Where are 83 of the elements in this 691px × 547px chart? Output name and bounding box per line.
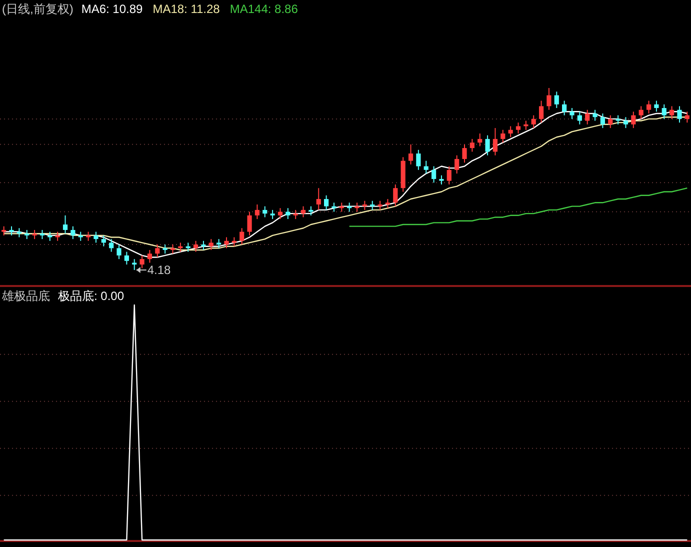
candlestick — [147, 249, 152, 264]
candlestick — [500, 129, 506, 144]
candlestick — [562, 100, 567, 116]
candlestick — [431, 166, 436, 184]
candlestick — [554, 91, 559, 109]
candlestick — [646, 100, 652, 114]
series-label: 极品底: 0.00 — [57, 289, 124, 303]
candlestick — [2, 226, 6, 236]
candlestick — [324, 194, 329, 210]
candlestick — [516, 122, 521, 134]
candlestick — [9, 226, 14, 236]
candlestick — [293, 209, 298, 220]
candlestick — [585, 109, 590, 125]
candlestick — [616, 114, 620, 125]
text: MA144: 8.86 — [230, 2, 298, 16]
candlestick — [270, 209, 275, 220]
candlestick — [439, 174, 444, 185]
candlestick — [638, 106, 644, 120]
candlestick — [531, 114, 536, 129]
candlestick — [546, 88, 552, 110]
candlestick — [124, 251, 129, 266]
candlestick — [570, 108, 574, 120]
candlestick — [24, 229, 30, 240]
chart-title: 雄极品底 — [1, 289, 50, 303]
candlestick — [286, 208, 290, 220]
text: MA18: 11.28 — [152, 2, 220, 16]
candlestick — [478, 133, 482, 147]
candlestick — [393, 184, 398, 207]
candlestick — [677, 106, 682, 124]
candlestick — [162, 244, 168, 254]
candlestick — [94, 231, 98, 244]
candlestick — [446, 166, 452, 185]
candlestick — [109, 238, 114, 252]
candlestick — [470, 138, 474, 152]
candlestick — [240, 228, 244, 246]
candlestick — [408, 144, 414, 165]
chart-title: (日线,前复权) — [2, 2, 74, 16]
text: MA6: 10.89 — [81, 2, 144, 16]
candlestick — [70, 226, 76, 240]
candlestick — [40, 229, 45, 240]
candlestick — [170, 244, 176, 254]
candlestick — [362, 200, 367, 210]
candlestick — [116, 244, 122, 260]
candlestick — [140, 254, 144, 269]
candlestick — [308, 206, 314, 216]
candlestick — [608, 114, 613, 129]
candlestick — [454, 154, 460, 174]
candlestick — [278, 208, 283, 220]
candlestick — [485, 134, 490, 156]
candlestick — [592, 109, 598, 122]
candlestick — [538, 100, 544, 124]
candlestick — [662, 104, 666, 120]
candlestick — [247, 211, 252, 236]
candlestick — [62, 214, 68, 234]
candlestick — [462, 144, 467, 164]
candlestick — [654, 100, 659, 112]
candlestick — [670, 106, 674, 120]
candlestick — [623, 116, 628, 129]
candlestick — [132, 258, 137, 270]
candlestick — [416, 149, 421, 170]
candlestick — [208, 238, 214, 250]
candlestick — [155, 244, 160, 258]
candlestick — [577, 111, 582, 125]
candlestick — [101, 234, 106, 247]
candlestick — [385, 198, 390, 209]
candlestick — [492, 128, 498, 156]
candlestick — [600, 112, 606, 129]
candlestick — [684, 111, 690, 124]
candlestick — [216, 238, 222, 249]
candlestick — [631, 111, 636, 129]
candlestick — [262, 206, 268, 218]
candlestick — [201, 240, 206, 250]
candlestick — [424, 160, 428, 174]
candlestick — [508, 126, 513, 138]
annotation: 4.18 — [147, 263, 172, 277]
candlestick — [254, 204, 260, 220]
candlestick — [32, 229, 37, 240]
candlestick — [224, 236, 229, 249]
candlestick — [370, 200, 375, 210]
candlestick — [316, 188, 321, 210]
candlestick — [193, 240, 198, 252]
candlestick — [300, 206, 306, 218]
candlestick — [378, 200, 382, 210]
